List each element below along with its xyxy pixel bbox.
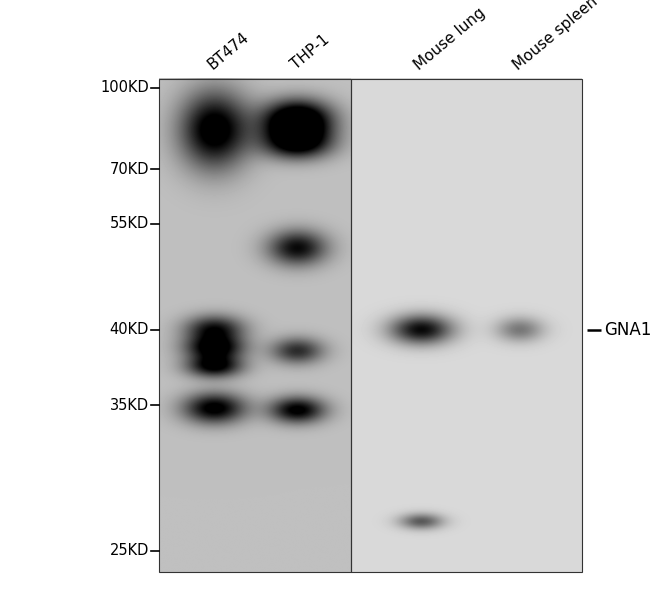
Text: 55KD: 55KD	[110, 217, 149, 231]
Text: 40KD: 40KD	[109, 322, 149, 337]
Text: 70KD: 70KD	[109, 162, 149, 177]
Text: THP-1: THP-1	[288, 32, 332, 73]
Text: 100KD: 100KD	[100, 80, 149, 95]
Text: Mouse lung: Mouse lung	[411, 5, 488, 73]
Text: GNA13: GNA13	[604, 321, 650, 339]
Text: Mouse spleen: Mouse spleen	[510, 0, 601, 73]
Text: BT474: BT474	[205, 30, 252, 73]
Bar	[351, 79, 582, 572]
Bar	[159, 79, 351, 572]
Text: 35KD: 35KD	[110, 398, 149, 413]
Text: 25KD: 25KD	[109, 543, 149, 558]
